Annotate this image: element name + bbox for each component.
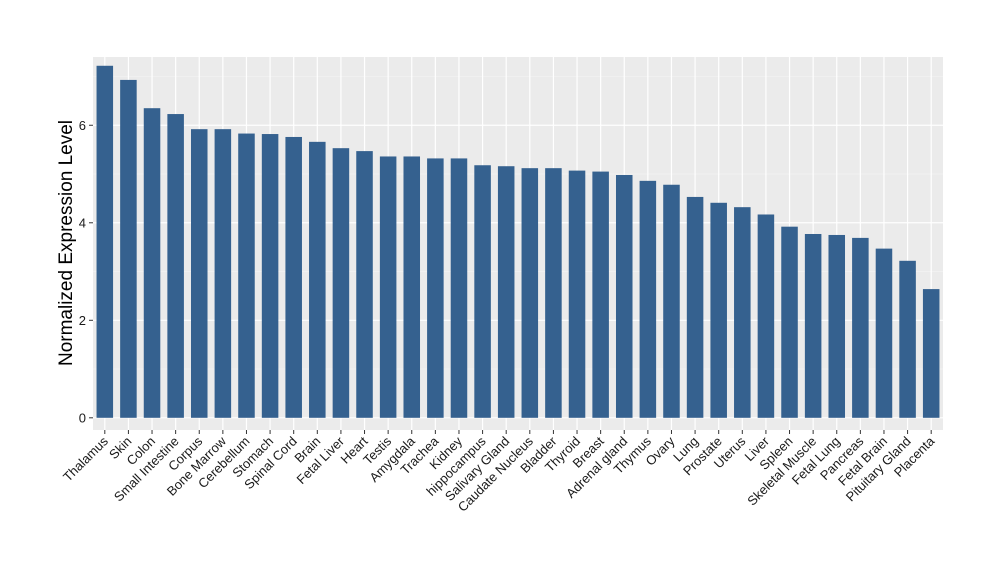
bar: [710, 202, 727, 418]
y-axis: 0 2 4 6: [79, 118, 93, 425]
bar: [356, 151, 373, 418]
bar: [639, 180, 657, 418]
bar: [757, 214, 775, 418]
bar: [497, 166, 515, 418]
bar: [379, 156, 397, 418]
bar: [309, 141, 326, 418]
bar: [427, 158, 444, 418]
bar: [403, 156, 421, 418]
bar: [120, 79, 137, 418]
bar: [545, 168, 562, 418]
bar: [828, 234, 846, 418]
bar: [474, 165, 491, 418]
plot-panel: [93, 57, 943, 430]
y-tick-label: 6: [79, 118, 86, 133]
bar: [686, 196, 704, 418]
bar: [734, 207, 751, 418]
bar: [663, 184, 680, 418]
y-tick-label: 2: [79, 313, 86, 328]
bar: [852, 237, 869, 418]
bar: [875, 248, 893, 418]
bar: [568, 170, 586, 418]
y-axis-label: Normalized Expression Level: [56, 120, 77, 366]
bar: [285, 136, 302, 418]
y-tick-label: 4: [79, 215, 86, 230]
bar: [922, 289, 940, 418]
x-tick-label: Thalamus: [60, 433, 111, 484]
bars: [96, 65, 940, 418]
bar: [167, 114, 184, 418]
bar: [214, 129, 232, 418]
bar: [899, 260, 916, 418]
bar: [804, 233, 822, 418]
bar: [615, 174, 633, 418]
bar: [332, 148, 350, 418]
bar: [592, 171, 609, 418]
bar: [781, 226, 798, 418]
bar: [96, 65, 114, 418]
bar: [450, 158, 468, 418]
bar: [261, 134, 279, 418]
bar: [238, 133, 255, 418]
bar: [521, 168, 539, 418]
bar: [190, 129, 208, 418]
bar: [143, 108, 161, 418]
y-tick-label: 0: [79, 410, 86, 425]
